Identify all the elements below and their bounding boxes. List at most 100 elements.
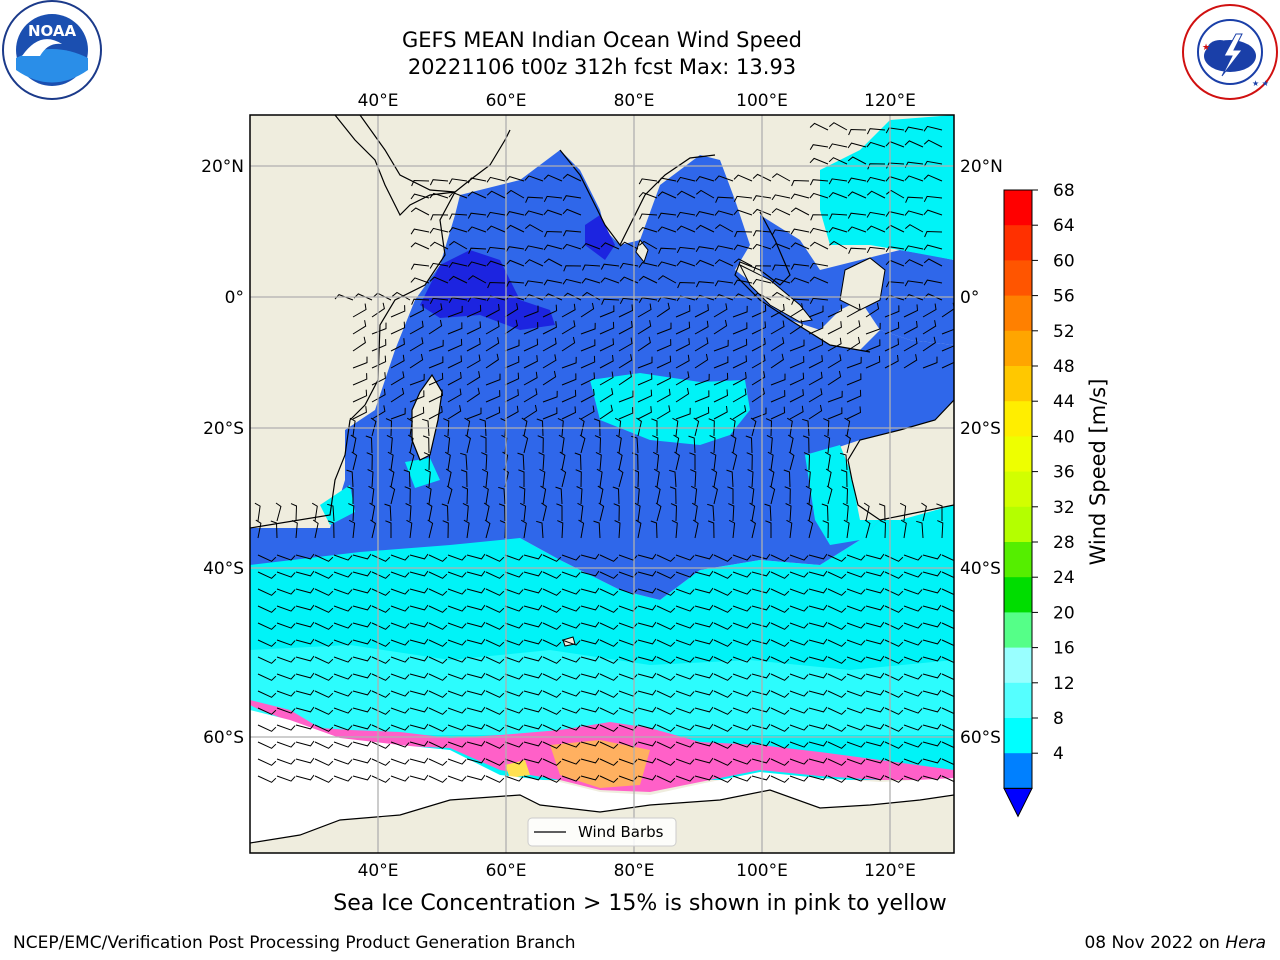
wind-barb — [464, 417, 471, 437]
wind-barb — [865, 655, 885, 662]
wind-barb — [618, 690, 638, 697]
wind-barb — [485, 775, 505, 783]
wind-barb — [390, 775, 410, 782]
lat-labels-left: 20°N 0° 20°S 40°S 60°S — [201, 157, 244, 748]
wind-barb — [714, 280, 734, 287]
wind-barb — [789, 389, 804, 403]
ocean-moderate-australia — [805, 445, 880, 545]
wind-barb — [411, 298, 430, 305]
wind-barb — [903, 656, 923, 663]
wind-barb — [562, 173, 582, 182]
wind-barb — [543, 195, 563, 203]
wind-barb — [637, 553, 657, 560]
wind-barb — [544, 230, 563, 238]
wind-barb — [809, 241, 829, 250]
wind-barb — [765, 418, 773, 437]
wind-barb — [257, 724, 277, 732]
wind-barb — [562, 243, 582, 250]
wind-barb — [390, 387, 405, 403]
wind-barb — [709, 435, 716, 454]
wind-barb — [448, 262, 468, 268]
wind-barb — [290, 503, 298, 522]
wind-barb — [863, 502, 870, 522]
wind-barb — [867, 163, 886, 170]
wind-barb — [523, 723, 543, 730]
wind-barb — [828, 192, 848, 199]
wind-barb — [809, 227, 829, 234]
wind-barb — [936, 503, 943, 521]
wind-barb — [504, 303, 519, 318]
wind-barb — [505, 189, 525, 199]
wind-barb — [657, 177, 677, 184]
wind-barb — [371, 588, 391, 596]
wind-barb — [616, 451, 623, 471]
wind-barb — [429, 179, 449, 186]
wind-barb — [714, 175, 734, 182]
wind-barb — [600, 263, 620, 270]
wind-barb — [407, 434, 414, 454]
wind-barb — [638, 262, 658, 268]
wind-barb — [599, 690, 619, 698]
wind-barb — [466, 706, 486, 713]
wind-barb — [485, 724, 505, 732]
wind-barb — [903, 304, 919, 318]
wind-barb — [257, 707, 277, 715]
wind-barb — [903, 622, 923, 629]
wind-barb — [808, 371, 823, 386]
wind-barb — [524, 224, 544, 233]
wind-barb — [656, 571, 676, 579]
wind-barb — [599, 622, 619, 630]
wind-barb — [650, 520, 658, 539]
wind-barb — [429, 192, 449, 199]
wind-barb — [732, 622, 752, 629]
wind-barb — [846, 336, 861, 352]
wind-barb — [846, 373, 862, 386]
wind-barb — [923, 139, 943, 148]
wind-barb — [904, 175, 924, 182]
wind-barb — [333, 775, 353, 782]
wind-barb — [677, 281, 696, 289]
wind-barb — [746, 452, 753, 471]
wind-barb — [656, 707, 676, 715]
wind-barb — [561, 571, 581, 578]
wind-barb — [257, 690, 277, 698]
wind-barb — [542, 707, 562, 715]
lat-label: 60°S — [960, 728, 1001, 748]
wind-barb — [694, 757, 714, 764]
wind-barb — [600, 242, 620, 250]
wind-barb — [809, 179, 829, 186]
wind-barb — [865, 638, 885, 645]
wind-barb — [390, 321, 406, 335]
wind-barb — [637, 373, 653, 386]
wind-barb — [295, 587, 315, 594]
wind-barb — [751, 407, 767, 420]
wind-barb — [312, 519, 319, 539]
colorbar-extend-arrow — [1003, 787, 1033, 818]
wind-barb — [448, 227, 468, 233]
wind-barb — [542, 337, 557, 352]
wind-barb — [828, 157, 848, 165]
coastline-arabia — [359, 115, 511, 193]
wind-barb — [790, 193, 810, 200]
wind-barb — [618, 370, 632, 386]
wind-barb — [707, 503, 715, 522]
wind-barb — [713, 707, 733, 715]
wind-barb — [732, 741, 752, 748]
wind-barb — [390, 758, 410, 765]
wind-barb — [580, 587, 600, 594]
wind-barb — [463, 519, 470, 539]
wind-barb — [941, 571, 954, 579]
wind-barb — [390, 605, 410, 612]
wind-barb — [447, 588, 467, 595]
wind-barb — [466, 387, 480, 403]
wind-barb — [923, 244, 943, 251]
wind-barb — [536, 520, 544, 539]
wind-barb — [632, 469, 640, 488]
wind-barb — [865, 322, 881, 335]
wind-barb — [352, 723, 372, 730]
wind-barb — [752, 208, 772, 216]
wind-barb — [390, 554, 410, 561]
wind-barb — [733, 279, 753, 286]
wind-barb — [276, 571, 296, 578]
wind-barb — [637, 389, 653, 403]
